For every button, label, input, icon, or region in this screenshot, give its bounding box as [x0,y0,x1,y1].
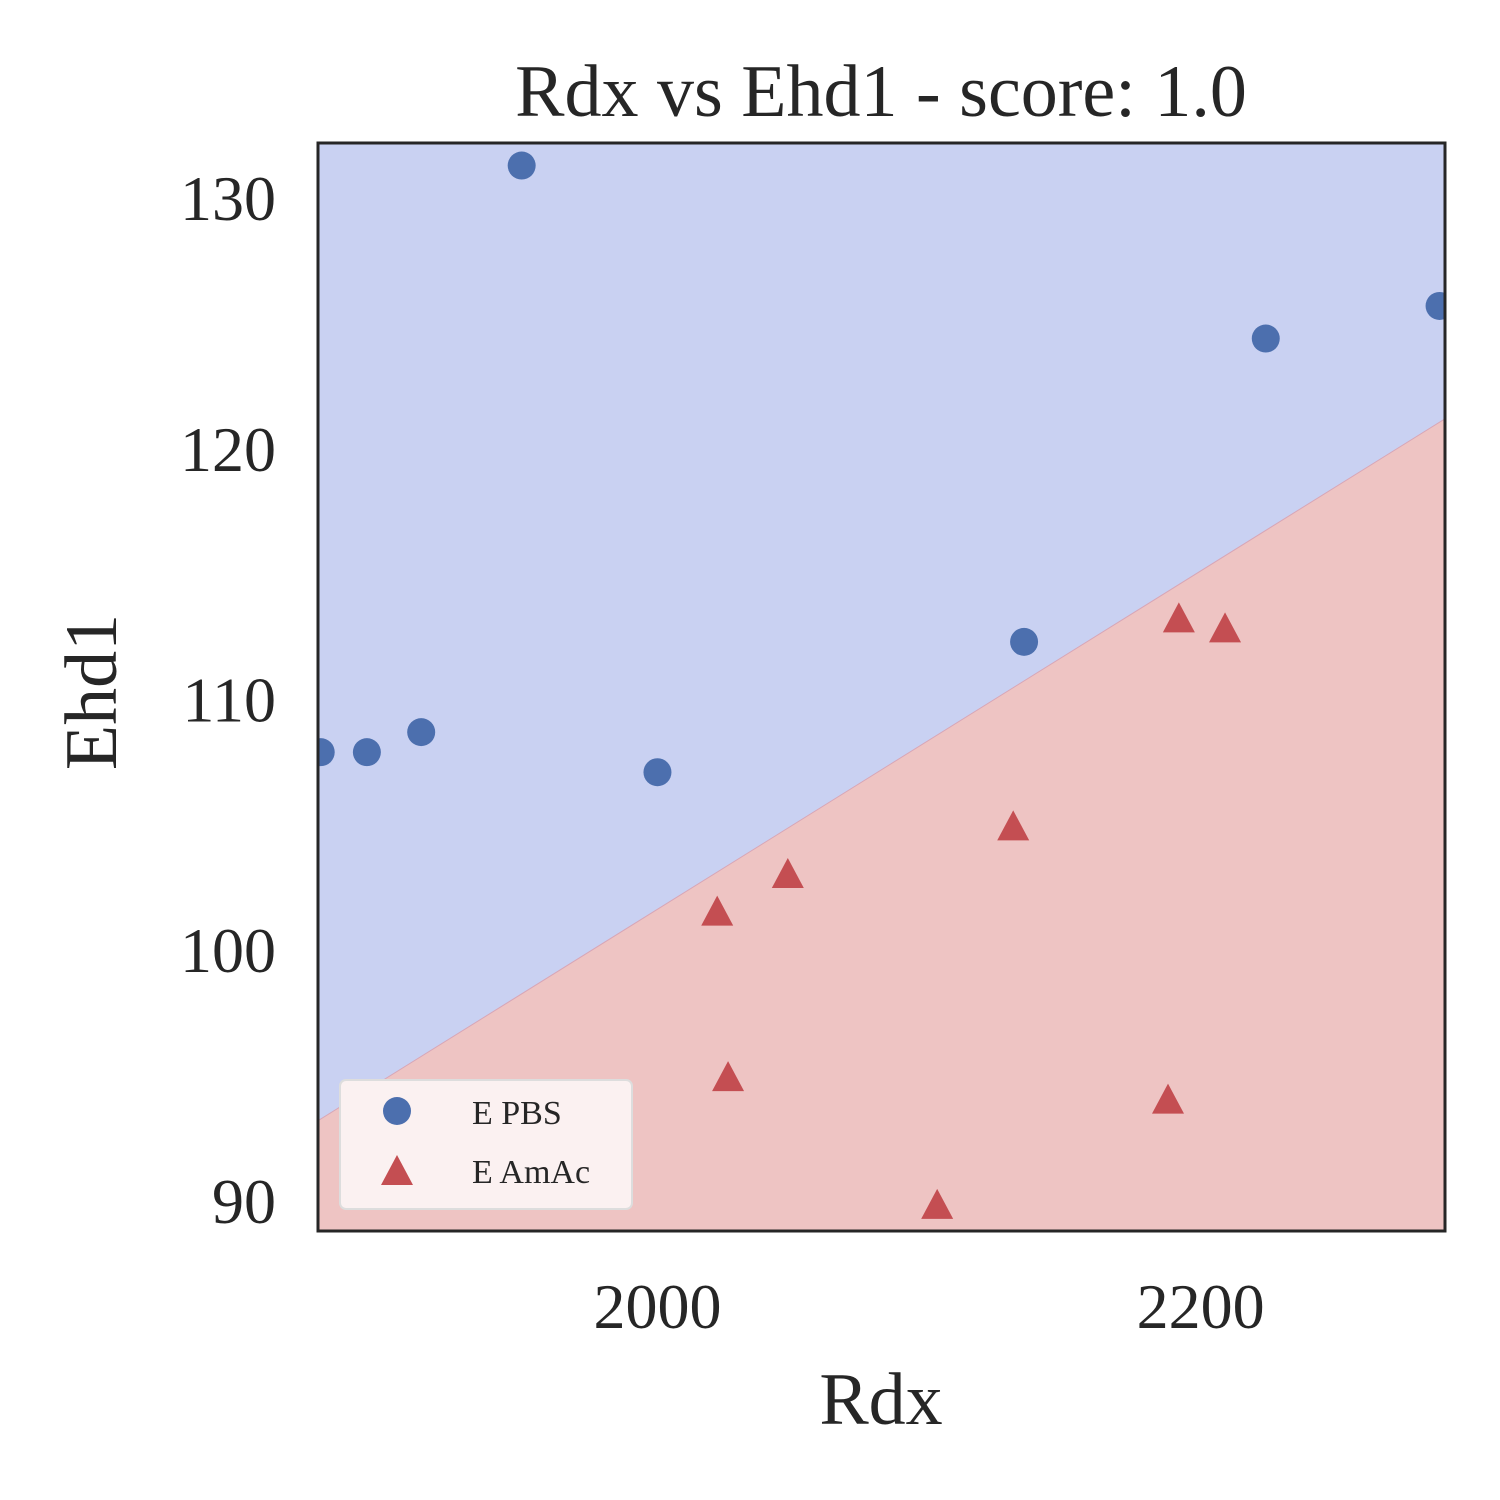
x-tick-label-2200: 2200 [1137,1271,1265,1342]
legend-marker-e-pbs [383,1097,411,1125]
legend: E PBS E AmAc [339,1079,633,1210]
y-tick-label-120: 120 [180,414,276,485]
legend-label-e-pbs: E PBS [472,1095,562,1132]
data-point-e-pbs-8 [1425,291,1445,320]
plot-area [318,143,1445,1231]
y-tick-label-130: 130 [180,163,276,234]
data-point-e-amac-7 [1162,602,1195,633]
data-point-e-pbs-4 [507,151,536,180]
chart-title: Rdx vs Ehd1 - score: 1.0 [515,51,1247,133]
y-tick-label-110: 110 [182,665,276,736]
data-point-e-amac-5 [997,810,1030,841]
data-point-e-pbs-2 [352,738,381,767]
x-tick-label-2000: 2000 [593,1271,721,1342]
data-point-e-pbs-5 [643,758,672,787]
data-point-e-amac-8 [1209,612,1242,643]
data-point-e-amac-2 [712,1061,745,1092]
data-point-e-amac-1 [701,895,734,926]
data-point-e-pbs-6 [1010,627,1039,656]
legend-box [339,1079,633,1210]
y-axis-ticks: 90 100 110 120 130 [180,163,276,1237]
points-layer [318,151,1445,1219]
plot-frame [316,141,1447,1233]
region-above-boundary [318,143,1445,1121]
data-point-e-amac-6 [1152,1083,1185,1114]
legend-marker-e-amac [381,1155,413,1185]
data-point-e-pbs-3 [407,718,436,747]
legend-label-e-amac: E AmAc [472,1154,590,1191]
y-axis-label: Ehd1 [51,614,133,770]
data-point-e-pbs-7 [1251,324,1280,353]
y-tick-label-90: 90 [212,1166,276,1237]
data-point-e-amac-3 [771,858,804,889]
x-axis-label: Rdx [819,1359,942,1441]
decision-boundary-line [318,418,1445,1122]
data-point-e-amac-4 [921,1188,954,1219]
region-below-boundary [318,418,1445,1231]
y-tick-label-100: 100 [180,915,276,986]
x-axis-ticks: 2000 2200 [593,1271,1264,1342]
data-point-e-pbs-1 [318,738,335,767]
